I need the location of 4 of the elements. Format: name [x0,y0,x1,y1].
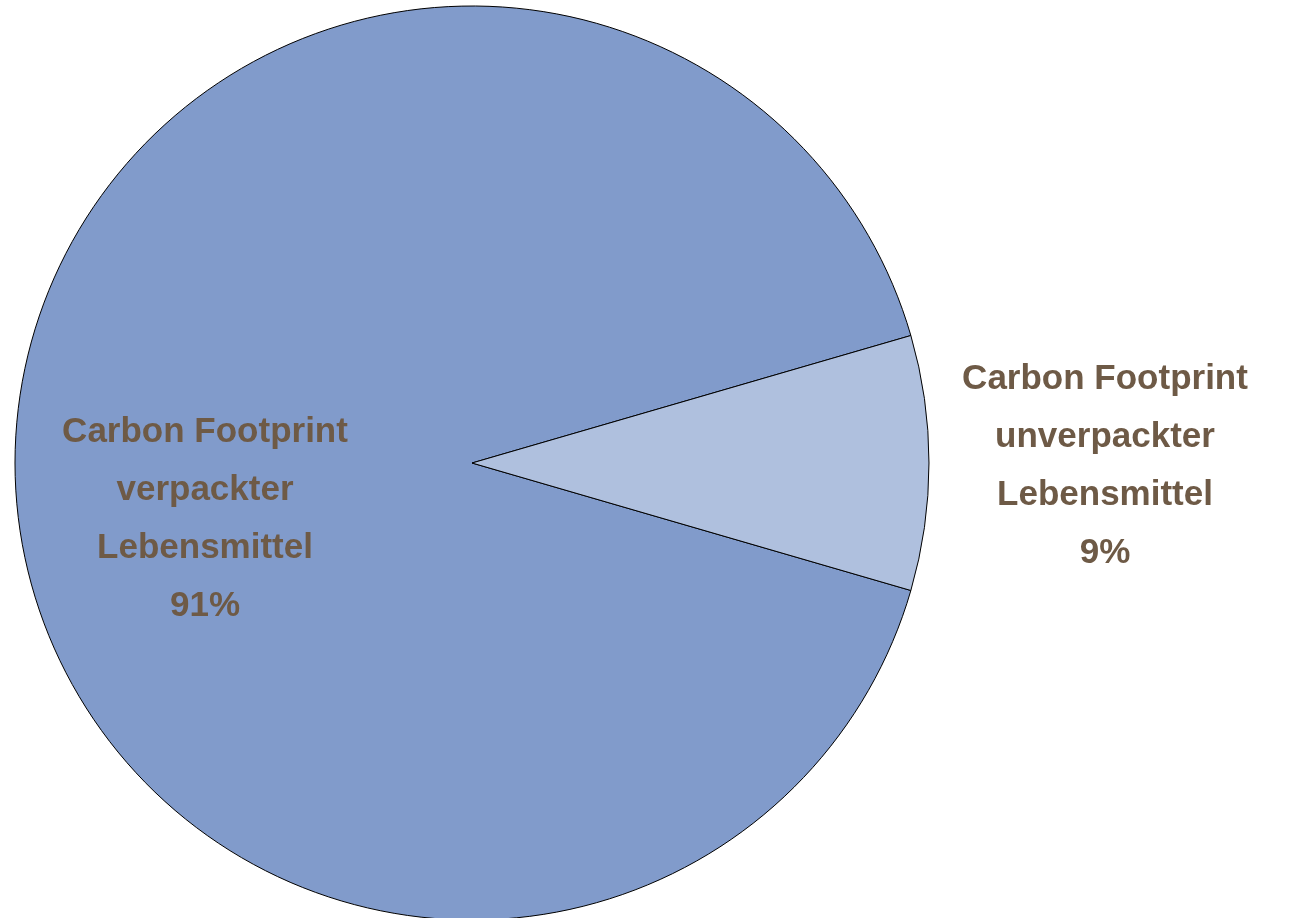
data-label: 9% [1079,531,1131,570]
slice-label: Carbon Footprint verpackter Lebensmittel [62,410,349,565]
data-label: 91% [169,584,241,623]
slice-label: Carbon Footprint unverpackter Lebensmittel [962,357,1249,512]
